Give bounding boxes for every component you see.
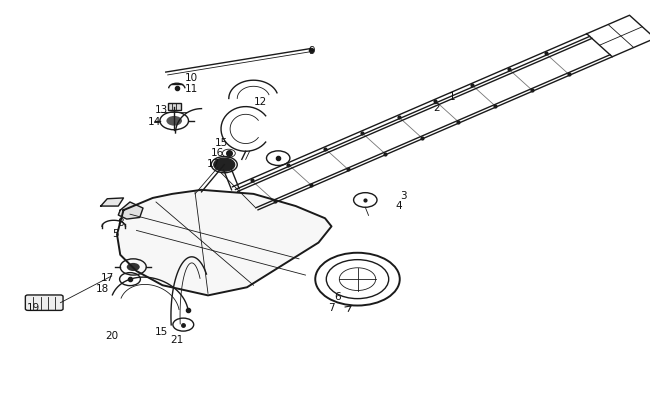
Text: 20: 20	[105, 330, 118, 340]
Text: 6: 6	[335, 292, 341, 301]
Text: 13: 13	[155, 104, 168, 114]
Text: 10: 10	[185, 73, 198, 83]
Text: 16: 16	[211, 148, 224, 158]
Circle shape	[127, 263, 140, 271]
Text: 14: 14	[148, 117, 161, 126]
Text: 7: 7	[328, 302, 335, 312]
Text: 9: 9	[309, 46, 315, 55]
Text: 12: 12	[254, 97, 266, 107]
Polygon shape	[117, 190, 332, 296]
Polygon shape	[118, 202, 143, 220]
Circle shape	[214, 159, 235, 172]
Text: 2: 2	[434, 102, 440, 112]
Text: 21: 21	[170, 335, 183, 344]
Text: 17: 17	[101, 273, 114, 282]
Text: 8: 8	[117, 218, 124, 228]
Text: 11: 11	[185, 83, 198, 93]
Text: 1: 1	[448, 92, 455, 102]
FancyBboxPatch shape	[168, 104, 181, 111]
Text: 5: 5	[112, 229, 118, 239]
Text: 3: 3	[400, 190, 406, 200]
Text: 4: 4	[396, 201, 402, 211]
Text: 15: 15	[214, 138, 227, 147]
Polygon shape	[101, 198, 124, 207]
FancyBboxPatch shape	[25, 295, 63, 311]
Text: 18: 18	[96, 284, 109, 293]
Circle shape	[166, 117, 182, 126]
Text: 15: 15	[155, 326, 168, 336]
Text: 17: 17	[207, 159, 220, 169]
Text: 19: 19	[27, 302, 40, 312]
